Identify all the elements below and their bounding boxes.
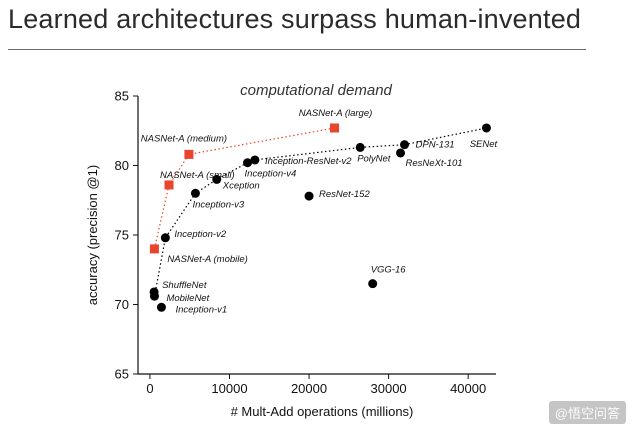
human-frontier-line [153,127,487,297]
chart-title: computational demand [240,82,392,99]
label-inception-v2: Inception-v2 [174,229,226,240]
label-mobilenet: MobileNet [166,293,209,304]
label-inception-resnet-v2: Inception-ResNet-v2 [265,156,352,167]
label-polynet: PolyNet [357,153,391,164]
x-axis-title: # Mult-Add operations (millions) [231,404,414,419]
label-nasnet-a-medium: NASNet-A (medium) [141,133,227,144]
y-axis-title: accuracy (precision @1) [85,165,100,305]
x-tick-label: 10000 [211,381,247,396]
marker-nasnet-a-mobile [149,244,159,254]
label-dpn-131: DPN-131 [416,140,455,151]
y-tick-label: 75 [115,228,129,243]
label-inception-v4: Inception-v4 [245,169,297,180]
title-divider [8,49,586,50]
label-resnext-101: ResNeXt-101 [406,158,463,169]
label-shufflenet: ShuffleNet [162,280,207,291]
marker-senet [481,123,491,133]
marker-nasnet-a-medium [184,149,194,159]
slide-title: Learned architectures surpass human-inve… [8,4,582,34]
y-tick-label: 85 [115,89,129,104]
label-nasnet-a-mobile: NASNet-A (mobile) [167,254,247,265]
label-nasnet-a-small: NASNet-A (small) [160,170,235,181]
marker-resnet-152 [304,191,314,201]
x-tick-label: 20000 [291,381,327,396]
marker-inception-v4 [243,158,253,168]
marker-inception-v1 [156,302,166,312]
y-tick-label: 70 [115,297,129,312]
label-senet: SENet [470,139,498,150]
x-tick-label: 0 [146,381,153,396]
marker-inception-v2 [160,233,170,243]
marker-resnext-101 [396,148,406,158]
watermark: @悟空问答 [548,401,626,424]
y-tick-label: 65 [115,367,129,382]
marker-inception-v3 [190,188,200,198]
marker-mobilenet [149,291,159,301]
marker-nasnet-a-small [164,180,174,190]
marker-vgg-16 [368,279,378,289]
label-inception-v3: Inception-v3 [192,199,244,210]
marker-xception [212,174,222,184]
marker-dpn-131 [400,140,410,150]
marker-inception-resnet-v2 [250,155,260,165]
y-tick-label: 80 [115,158,129,173]
x-tick-label: 40000 [450,381,486,396]
marker-nasnet-a-large [330,123,340,133]
label-xception: Xception [222,180,260,191]
label-resnet-152: ResNet-152 [319,189,370,200]
label-nasnet-a-large: NASNet-A (large) [299,108,373,119]
label-inception-v1: Inception-v1 [175,304,227,315]
marker-polynet [355,142,365,152]
x-tick-label: 30000 [371,381,407,396]
nasnet-frontier-line [153,127,335,250]
label-vgg-16: VGG-16 [371,265,407,276]
